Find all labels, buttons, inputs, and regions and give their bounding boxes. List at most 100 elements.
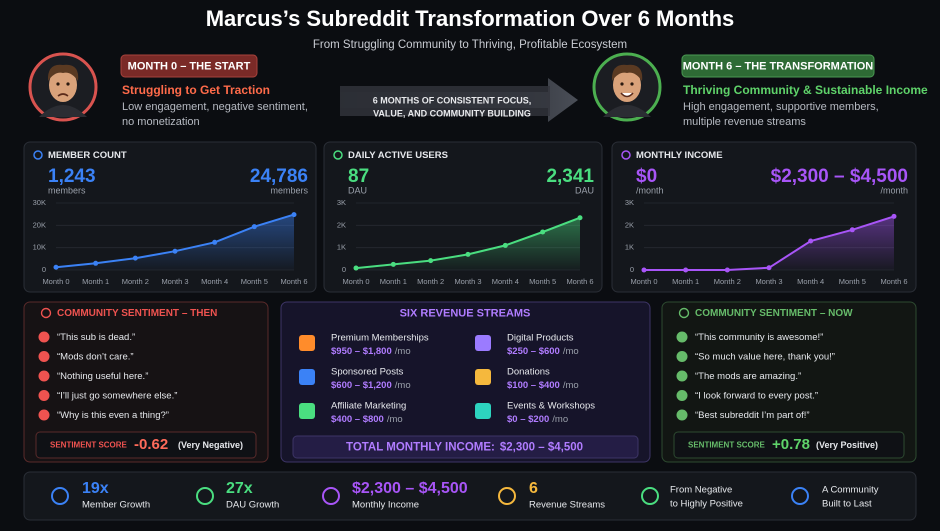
stream-unit: /mo <box>395 346 411 357</box>
description: no monetization <box>122 116 200 128</box>
score: -0.62 <box>134 436 168 453</box>
avatar-mouth <box>57 93 69 97</box>
y-tick-label: 3K <box>625 198 634 207</box>
subtitle: From Struggling Community to Thriving, P… <box>313 39 627 51</box>
x-tick-label: Month 0 <box>342 277 369 286</box>
stream-icon <box>299 335 315 351</box>
point <box>53 264 59 270</box>
summary-label: Member Growth <box>82 500 150 511</box>
point <box>465 251 471 257</box>
stream-unit: /mo <box>395 380 411 391</box>
y-tick-label: 3K <box>337 198 346 207</box>
quote: “This sub is dead.” <box>57 332 135 343</box>
start-value: 87 <box>348 166 369 187</box>
point <box>390 261 396 267</box>
avatar-mouth <box>620 92 634 98</box>
badge: MONTH 0 – THE START <box>128 60 251 72</box>
point <box>428 258 434 264</box>
stream-range: $600 – $1,200 <box>331 380 392 391</box>
quote-icon <box>676 351 688 362</box>
point <box>724 267 730 273</box>
title: Marcus’s Subreddit Transformation Over 6… <box>206 6 735 31</box>
x-tick-label: Month 0 <box>42 277 69 286</box>
x-tick-label: Month 4 <box>492 277 519 286</box>
badge: MONTH 6 – THE TRANSFORMATION <box>683 60 874 72</box>
x-tick-label: Month 6 <box>280 277 307 286</box>
chart-title: MEMBER COUNT <box>48 150 127 161</box>
summary-label: Revenue Streams <box>529 500 605 511</box>
revenue-panel <box>280 301 651 463</box>
x-tick-label: Month 1 <box>672 277 699 286</box>
description: Low engagement, negative sentiment, <box>122 101 308 113</box>
stream-unit: /mo <box>563 380 579 391</box>
area <box>56 214 294 270</box>
x-tick-label: Month 1 <box>82 277 109 286</box>
y-tick-label: 10K <box>33 243 46 252</box>
x-tick-label: Month 2 <box>714 277 741 286</box>
x-tick-label: Month 3 <box>454 277 481 286</box>
avatar-eye <box>66 82 70 86</box>
y-tick-label: 1K <box>625 243 634 252</box>
quote: “Best subreddit I’m part of!” <box>695 410 810 421</box>
summary-icon <box>196 487 214 505</box>
summary-text: Built to Last <box>822 499 872 510</box>
point <box>93 260 99 266</box>
summary-label: Monthly Income <box>352 500 419 511</box>
quote-icon <box>38 370 50 382</box>
point <box>291 212 297 218</box>
x-tick-label: Month 5 <box>241 277 268 286</box>
quote: “Nothing useful here.” <box>57 371 148 382</box>
x-tick-label: Month 6 <box>880 277 907 286</box>
point <box>683 267 689 273</box>
summary-icon <box>322 487 340 505</box>
revenue-title: SIX REVENUE STREAMS <box>400 307 531 319</box>
start-unit: DAU <box>348 185 367 195</box>
transition-band <box>340 86 550 116</box>
quote: “The mods are amazing.” <box>695 371 801 382</box>
quote: “Mods don’t care.” <box>57 352 134 363</box>
quote-icon <box>676 331 688 343</box>
stream-range: $0 – $200 <box>507 414 549 425</box>
point <box>132 255 138 261</box>
stream-name: Affiliate Marketing <box>331 401 406 412</box>
start-value: 1,243 <box>48 166 96 187</box>
quote-icon <box>676 409 688 421</box>
y-tick-label: 1K <box>337 243 346 252</box>
area <box>356 217 580 270</box>
summary-icon <box>51 487 69 505</box>
sentiment-panel <box>661 301 917 463</box>
headline: Struggling to Get Traction <box>122 83 270 97</box>
y-tick-label: 30K <box>33 198 46 207</box>
avatar-eye <box>620 82 624 86</box>
quote-icon <box>38 331 50 343</box>
headline: Thriving Community & Sustainable Income <box>683 83 928 97</box>
badge-bg <box>681 54 875 78</box>
point <box>212 239 218 245</box>
stream-range: $100 – $400 <box>507 380 560 391</box>
score-box <box>35 431 257 459</box>
summary-text: A Community <box>822 485 879 496</box>
score: +0.78 <box>772 436 810 453</box>
stream-name: Digital Products <box>507 333 574 344</box>
point <box>641 267 647 273</box>
x-tick-label: Month 4 <box>797 277 824 286</box>
avatar-hoodie <box>39 105 87 117</box>
point <box>891 213 897 219</box>
description: multiple revenue streams <box>683 116 806 128</box>
score-box <box>673 431 905 459</box>
summary-value: 27x <box>226 480 253 497</box>
end-value: 24,786 <box>250 166 308 187</box>
stream-name: Donations <box>507 367 550 378</box>
y-tick-label: 0 <box>342 265 346 274</box>
point <box>172 248 178 254</box>
summary-value: $2,300 – $4,500 <box>352 480 468 497</box>
stream-range: $400 – $800 <box>331 414 384 425</box>
stream-name: Premium Memberships <box>331 333 429 344</box>
summary-label: DAU Growth <box>226 500 279 511</box>
quote-icon <box>676 390 688 401</box>
stream-icon <box>475 403 491 419</box>
stream-range: $250 – $600 <box>507 346 560 357</box>
end-unit: members <box>270 185 308 195</box>
start-value: $0 <box>636 166 657 187</box>
